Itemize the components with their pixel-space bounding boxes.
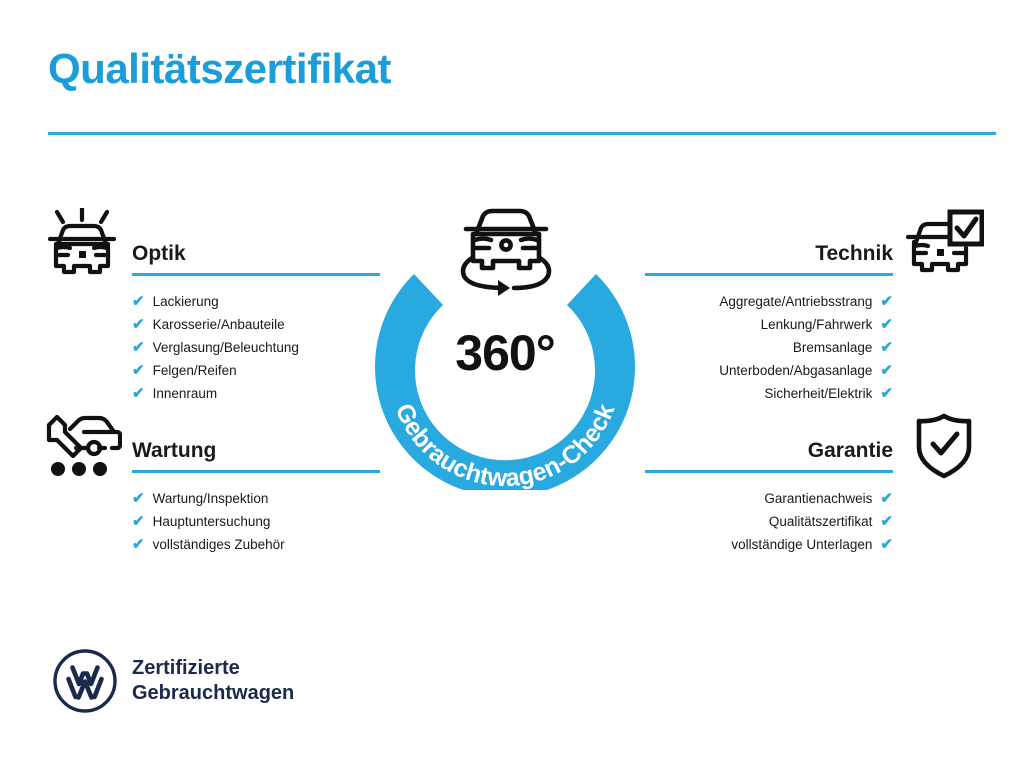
checklist-item: Unterboden/Abgasanlage ✔	[645, 359, 893, 382]
section-heading-optik: Optik	[132, 242, 186, 265]
shield-check-icon	[914, 412, 974, 485]
checklist-item-label: Hauptuntersuchung	[152, 514, 271, 529]
checklist-item-label: vollständiges Zubehör	[152, 537, 285, 552]
check-icon: ✔	[880, 536, 893, 553]
checklist-item-label: Qualitätszertifikat	[768, 514, 873, 529]
checklist-item: ✔ Wartung/Inspektion	[132, 487, 380, 510]
vw-brand-text: Zertifizierte Gebrauchtwagen	[132, 656, 294, 706]
car-checkbox-icon	[905, 208, 985, 283]
badge-ring: Gebrauchtwagen-Check	[375, 274, 635, 497]
checklist-item: ✔ Hauptuntersuchung	[132, 510, 380, 533]
check-icon: ✔	[880, 316, 893, 333]
section-optik: Optik ✔ Lackierung ✔ Karosserie/Anbauteile ✔…	[132, 243, 380, 405]
vw-logo-icon	[52, 648, 118, 714]
check-icon: ✔	[132, 339, 145, 356]
checklist-item-label: vollständige Unterlagen	[731, 537, 873, 552]
check-icon: ✔	[880, 513, 893, 530]
checklist-item: vollständige Unterlagen ✔	[645, 533, 893, 556]
checklist-item-label: Bremsanlage	[792, 340, 873, 355]
section-heading-garantie: Garantie	[807, 439, 893, 462]
checklist-item: ✔ Karosserie/Anbauteile	[132, 313, 380, 336]
checklist-item: Bremsanlage ✔	[645, 336, 893, 359]
section-garantie: Garantie Garantienachweis ✔ Qualitätszerti…	[645, 440, 893, 556]
check-icon: ✔	[132, 385, 145, 402]
section-divider-garantie	[645, 470, 893, 473]
check-icon: ✔	[880, 385, 893, 402]
badge-value: 360°	[455, 325, 555, 381]
vw-brand-line1: Zertifizierte	[132, 657, 240, 679]
check-icon: ✔	[880, 293, 893, 310]
car-rotation-icon	[450, 204, 562, 296]
car-service-tool-icon	[44, 412, 123, 483]
checklist-wartung: ✔ Wartung/Inspektion ✔ Hauptuntersuchung ✔ vo…	[132, 487, 380, 556]
checklist-item-label: Verglasung/Beleuchtung	[152, 340, 299, 355]
checklist-item: Sicherheit/Elektrik ✔	[645, 382, 893, 405]
header-divider	[48, 132, 996, 135]
checklist-item: Aggregate/Antriebsstrang ✔	[645, 290, 893, 313]
checklist-item-label: Lenkung/Fahrwerk	[760, 317, 873, 332]
section-divider-wartung	[132, 470, 380, 473]
vw-brand-lockup: Zertifizierte Gebrauchtwagen	[52, 648, 294, 714]
check-icon: ✔	[880, 362, 893, 379]
section-heading-wartung: Wartung	[132, 439, 217, 462]
checklist-item-label: Garantienachweis	[764, 491, 873, 506]
badge-arc	[375, 274, 635, 497]
check-icon: ✔	[132, 362, 145, 379]
checklist-item: ✔ vollständiges Zubehör	[132, 533, 380, 556]
page-title: Qualitätszertifikat	[48, 45, 391, 92]
section-heading-technik: Technik	[815, 242, 893, 265]
section-divider-optik	[132, 273, 380, 276]
check-icon: ✔	[132, 513, 145, 530]
checklist-item-label: Aggregate/Antriebsstrang	[719, 294, 873, 309]
section-divider-technik	[645, 273, 893, 276]
checklist-item: ✔ Felgen/Reifen	[132, 359, 380, 382]
checklist-optik: ✔ Lackierung ✔ Karosserie/Anbauteile ✔ Vergla…	[132, 290, 380, 405]
checklist-item-label: Sicherheit/Elektrik	[764, 386, 873, 401]
checklist-item: ✔ Innenraum	[132, 382, 380, 405]
section-wartung: Wartung ✔ Wartung/Inspektion ✔ Hauptuntersu…	[132, 440, 380, 556]
checklist-item: Garantienachweis ✔	[645, 487, 893, 510]
check-icon: ✔	[132, 316, 145, 333]
checklist-item-label: Karosserie/Anbauteile	[152, 317, 285, 332]
check-icon: ✔	[880, 490, 893, 507]
checklist-garantie: Garantienachweis ✔ Qualitätszertifikat ✔ vol…	[645, 487, 893, 556]
checklist-item-label: Unterboden/Abgasanlage	[719, 363, 873, 378]
check-icon: ✔	[880, 339, 893, 356]
check-icon: ✔	[132, 293, 145, 310]
car-shine-icon	[44, 206, 122, 285]
check-icon: ✔	[132, 490, 145, 507]
check-icon: ✔	[132, 536, 145, 553]
vw-brand-line2: Gebrauchtwagen	[132, 682, 295, 704]
badge-360-gebrauchtwagen-check: Gebrauchtwagen-Check	[370, 200, 640, 497]
checklist-technik: Aggregate/Antriebsstrang ✔ Lenkung/Fahrwer…	[645, 290, 893, 405]
checklist-item-label: Innenraum	[152, 386, 218, 401]
checklist-item: ✔ Verglasung/Beleuchtung	[132, 336, 380, 359]
checklist-item-label: Felgen/Reifen	[152, 363, 237, 378]
checklist-item-label: Wartung/Inspektion	[152, 491, 269, 506]
section-technik: Technik Aggregate/Antriebsstrang ✔ Lenkung…	[645, 243, 893, 405]
checklist-item: ✔ Lackierung	[132, 290, 380, 313]
checklist-item: Qualitätszertifikat ✔	[645, 510, 893, 533]
checklist-item-label: Lackierung	[152, 294, 219, 309]
checklist-item: Lenkung/Fahrwerk ✔	[645, 313, 893, 336]
